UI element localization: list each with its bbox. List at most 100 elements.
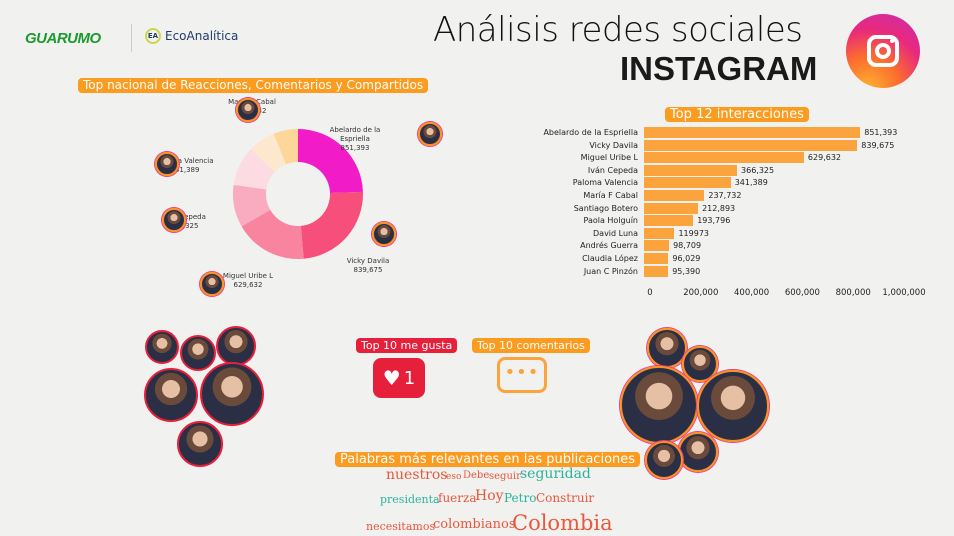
bar-label: María F Cabal xyxy=(583,191,638,200)
bar-label: Andrés Guerra xyxy=(580,241,638,251)
comment-bubble-icon: ••• xyxy=(497,357,547,393)
candidate-photo xyxy=(678,432,718,472)
bar xyxy=(644,177,731,189)
candidate-photo xyxy=(144,368,198,422)
bar-label: Miguel Uribe L xyxy=(580,153,638,163)
bar-row: Vicky Davila 839,675 xyxy=(540,139,894,152)
divider xyxy=(131,24,132,52)
bar-value: 851,393 xyxy=(864,128,898,137)
donut-label: Abelardo de la Espriella 851,393 xyxy=(315,126,395,153)
bar-value: 212,893 xyxy=(702,203,736,213)
bar-label: Iván Cepeda xyxy=(587,165,638,175)
donut-slice xyxy=(298,129,363,193)
donut-label: Vicky Davila 839,675 xyxy=(328,257,408,275)
bar-row: Andrés Guerra 98,709 xyxy=(540,239,701,252)
bar xyxy=(644,202,699,214)
candidate-photo xyxy=(647,328,687,368)
donut-slice xyxy=(233,149,275,190)
bar xyxy=(644,139,858,151)
candidate-photo xyxy=(177,421,223,467)
bar-value: 193,796 xyxy=(697,216,731,226)
bar-label: Paola Holguín xyxy=(583,216,638,226)
bar-label: Santiago Botero xyxy=(573,203,638,213)
donut-slice xyxy=(233,184,271,227)
candidate-photo xyxy=(645,441,683,479)
heart-notification-icon: ♥ 1 xyxy=(373,358,425,398)
x-tick-label: 800,000 xyxy=(835,288,871,298)
donut-label-name: Miguel Uribe L xyxy=(222,272,274,280)
bar-label: Juan C Pinzón xyxy=(583,266,638,276)
candidate-photo xyxy=(697,370,769,442)
bar-row: Abelardo de la Espriella 851,393 xyxy=(540,126,897,139)
candidate-photo xyxy=(200,362,264,426)
comments-title: Top 10 comentarios xyxy=(472,338,590,353)
candidate-photo xyxy=(418,122,442,146)
bar xyxy=(644,190,705,201)
word-cloud-word: seguir xyxy=(489,471,521,482)
candidate-photo xyxy=(372,222,396,246)
candidate-photo xyxy=(200,272,224,296)
bar-value: 839,675 xyxy=(861,140,895,150)
likes-badge: 1 xyxy=(403,367,416,389)
candidate-photo xyxy=(162,208,186,232)
x-tick-label: 400,000 xyxy=(734,288,770,298)
page-title: Análisis redes sociales xyxy=(433,10,803,50)
likes-title: Top 10 me gusta xyxy=(356,338,458,353)
word-cloud-word: necesitamos xyxy=(366,520,436,533)
bar-value: 366,325 xyxy=(741,165,775,175)
donut-label-value: 341,389 xyxy=(170,166,200,174)
donut-label-value: 851,393 xyxy=(340,144,370,152)
bar xyxy=(644,253,669,264)
bar-value: 119973 xyxy=(678,228,710,238)
x-tick-label: 1,000,000 xyxy=(882,288,926,298)
bar-title: Top 12 interacciones xyxy=(665,107,809,122)
word-cloud-word: fuerza xyxy=(438,491,477,505)
bar-row: María F Cabal 237,732 xyxy=(540,189,741,202)
x-tick-label: 200,000 xyxy=(683,288,719,298)
bar xyxy=(644,127,861,138)
donut-label-name: Vicky Davila xyxy=(346,257,390,265)
bar-label: Abelardo de la Espriella xyxy=(543,128,638,137)
donut-label: Paloma Valencia 341,389 xyxy=(145,157,225,175)
bar-row: Juan C Pinzón 95,390 xyxy=(540,265,700,278)
bar-row: Claudia López 96,029 xyxy=(540,252,700,265)
donut-label-name: Paloma Valencia xyxy=(156,157,214,165)
bar-value: 95,390 xyxy=(672,266,701,276)
bar xyxy=(644,152,804,164)
page-subtitle: INSTAGRAM xyxy=(620,50,818,87)
candidate-photo xyxy=(155,152,179,176)
candidate-photo xyxy=(145,330,179,364)
bar xyxy=(644,227,675,239)
bar-row: Paloma Valencia 341,389 xyxy=(540,176,768,189)
bar-value: 237,732 xyxy=(708,191,742,200)
bar-row: Iván Cepeda 366,325 xyxy=(540,164,774,177)
candidate-photo xyxy=(180,335,216,371)
word-cloud-word: Debe xyxy=(463,470,490,481)
ecoanalitica-name: EcoAnalítica xyxy=(165,29,239,43)
words-title: Palabras más relevantes en las publicaci… xyxy=(335,452,641,467)
donut-label-value: 629,632 xyxy=(233,281,263,289)
donut-label-value: 839,675 xyxy=(353,266,383,274)
bar-row: David Luna 119973 xyxy=(540,227,709,240)
word-cloud-word: presidenta xyxy=(380,493,440,506)
bar-label: Claudia López xyxy=(582,254,638,263)
bar-label: Paloma Valencia xyxy=(572,178,638,188)
bar xyxy=(644,265,669,277)
candidate-photo xyxy=(216,326,256,366)
word-cloud-word: colombianos xyxy=(433,517,516,532)
ecoanalitica-icon: EA xyxy=(145,28,161,44)
donut-slice xyxy=(300,191,363,259)
bar xyxy=(644,240,670,252)
heart-icon: ♥ xyxy=(382,366,401,390)
word-cloud-word: Petro xyxy=(504,491,537,505)
word-cloud-word: Colombia xyxy=(512,511,613,535)
bar-value: 629,632 xyxy=(807,153,842,163)
word-cloud-word: nuestros xyxy=(386,467,448,483)
word-cloud-word: Construir xyxy=(536,491,595,505)
word-cloud-word: Hoy xyxy=(475,488,504,504)
word-cloud-word: seguridad xyxy=(520,466,591,482)
bar-row: Santiago Botero 212,893 xyxy=(540,202,735,215)
candidate-photo xyxy=(620,366,698,444)
bar-value: 96,029 xyxy=(672,254,701,263)
